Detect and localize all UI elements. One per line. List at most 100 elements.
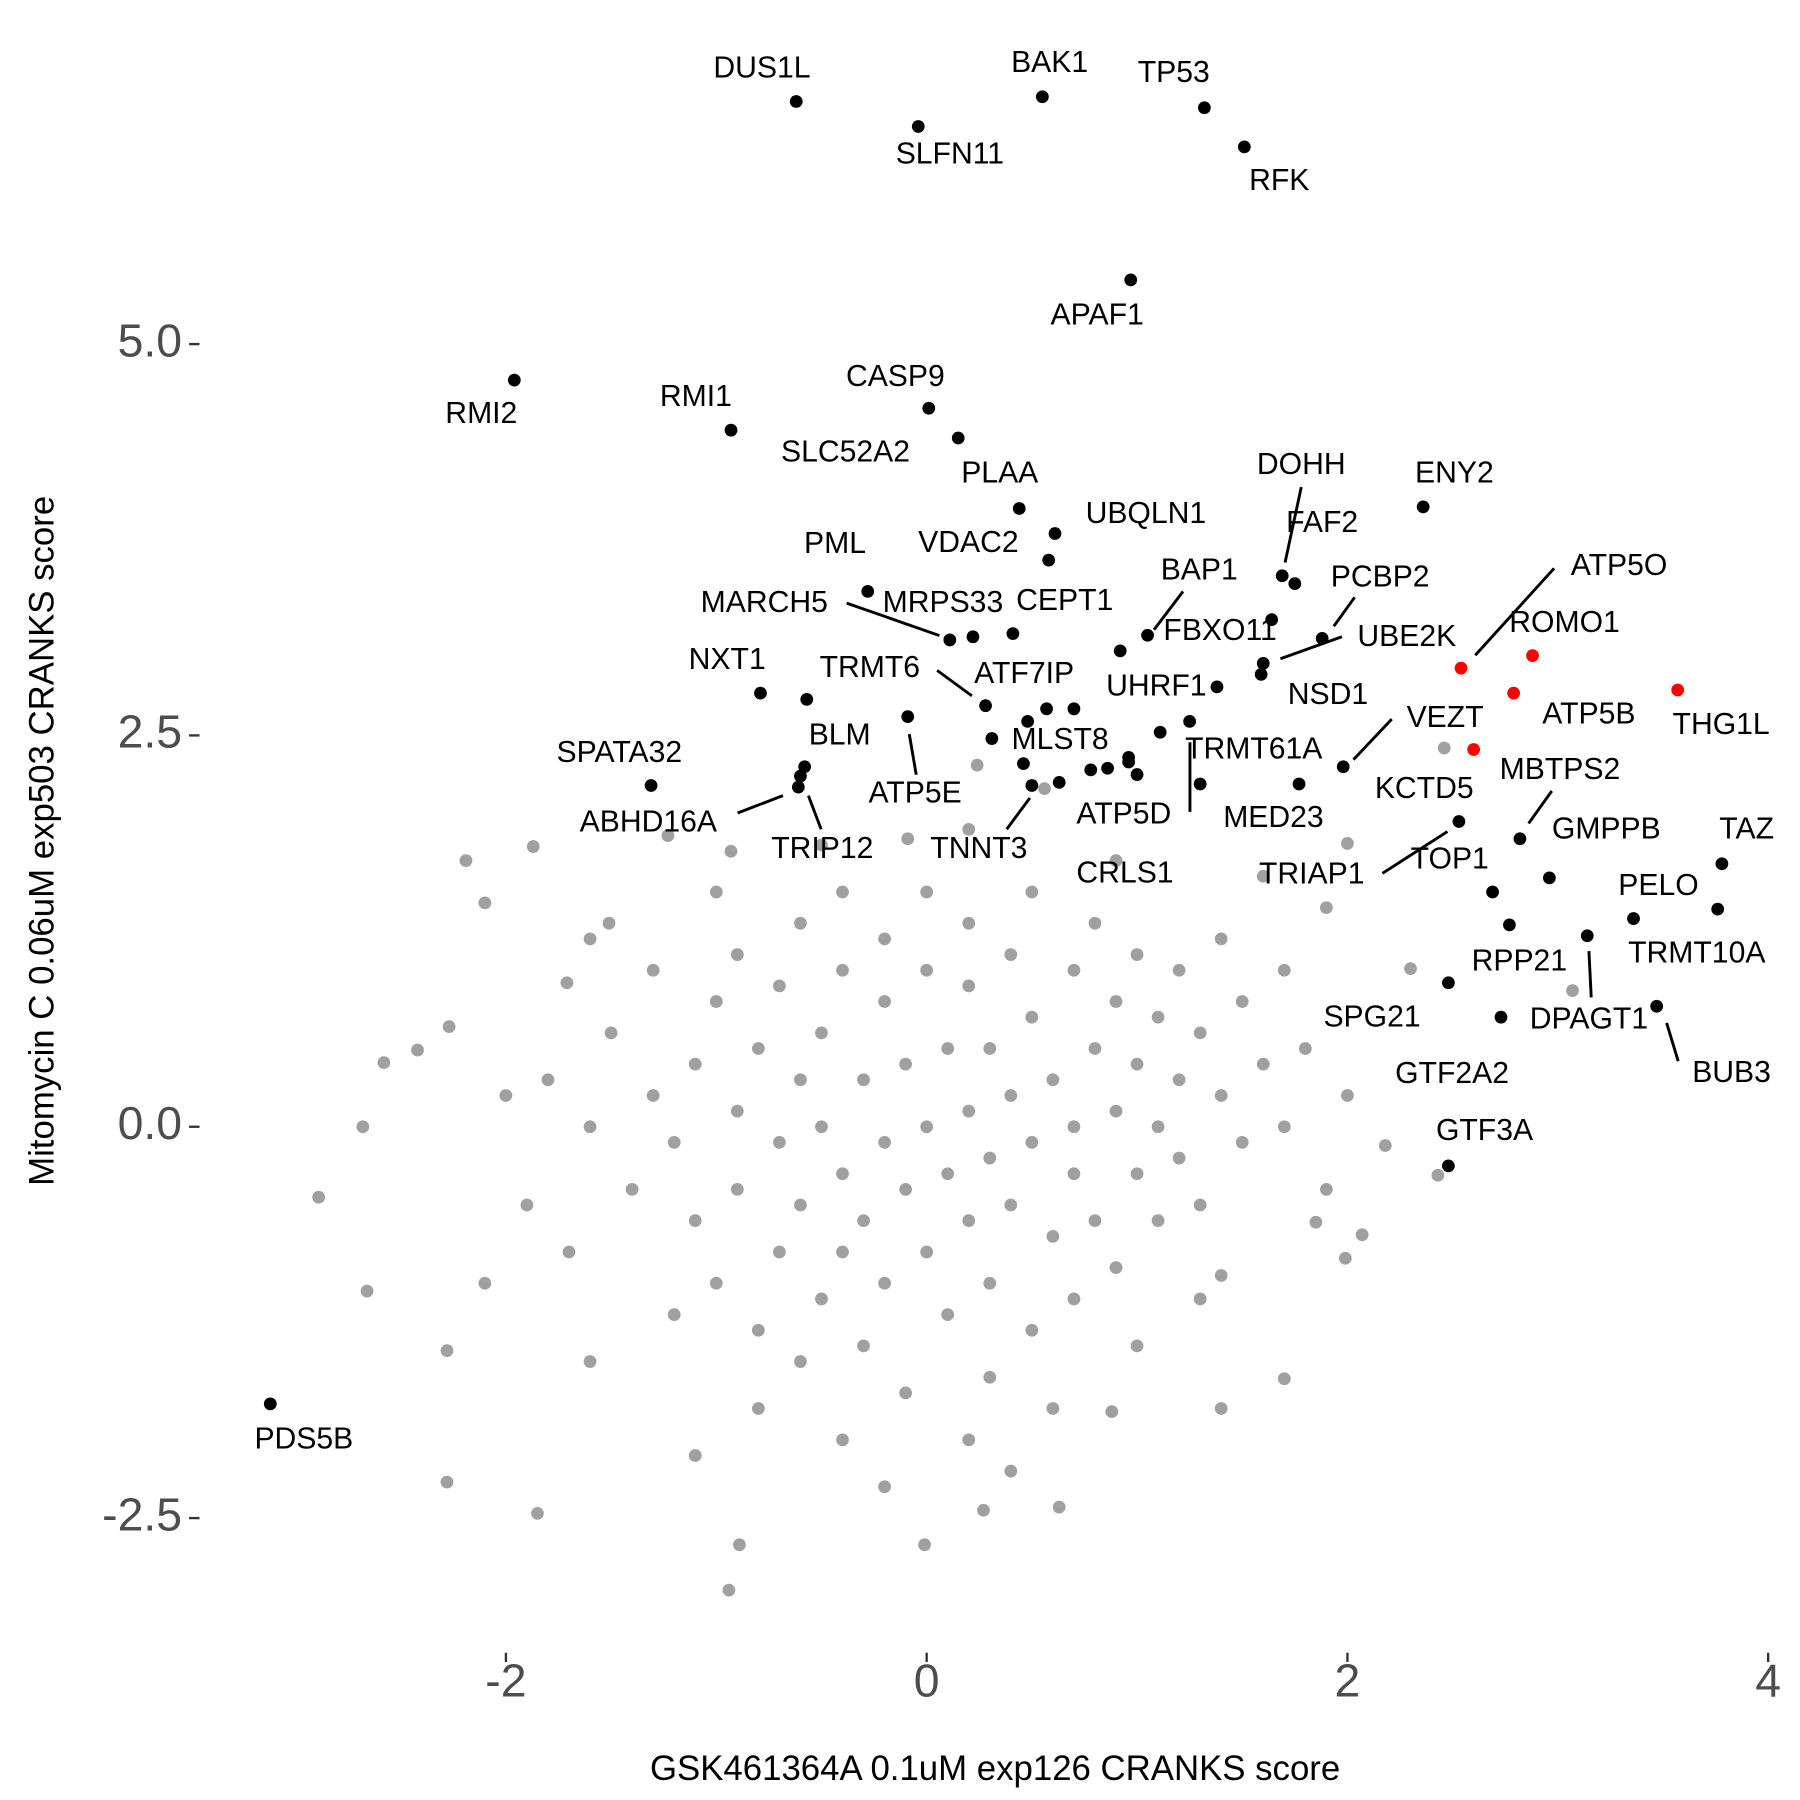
point <box>531 1507 544 1520</box>
point-label: CEPT1 <box>1016 584 1113 617</box>
point-label: ATP5B <box>1542 698 1635 731</box>
point-label: TRIP12 <box>771 832 873 865</box>
point <box>1067 1292 1081 1306</box>
point <box>1088 916 1102 930</box>
point-label: SPG21 <box>1323 1000 1420 1033</box>
point <box>983 1042 997 1055</box>
point <box>1109 995 1123 1008</box>
point <box>1025 1010 1039 1024</box>
point <box>1454 661 1468 675</box>
point <box>1627 912 1640 925</box>
point <box>644 779 658 792</box>
point <box>499 1089 513 1102</box>
point-label: PCBP2 <box>1331 561 1430 594</box>
point-label: RPP21 <box>1472 945 1568 978</box>
x-tick-label: 4 <box>1755 1654 1781 1706</box>
leader-line <box>807 795 823 830</box>
point <box>1507 686 1520 700</box>
point <box>646 1089 660 1102</box>
point <box>1566 984 1579 997</box>
point <box>1526 649 1539 662</box>
point <box>1193 1292 1207 1306</box>
point <box>667 1308 681 1321</box>
point-label: KCTD5 <box>1375 772 1474 805</box>
point-label: GTF3A <box>1436 1114 1534 1147</box>
point <box>604 1026 618 1040</box>
point-label: THG1L <box>1673 708 1770 741</box>
point <box>878 1136 891 1149</box>
point <box>1130 948 1144 961</box>
point <box>794 1198 807 1212</box>
point <box>1040 702 1053 716</box>
point <box>688 1214 702 1228</box>
point <box>1580 929 1594 943</box>
point <box>751 1323 765 1337</box>
point <box>789 95 803 108</box>
point <box>1235 1136 1249 1149</box>
point-label: RMI1 <box>660 380 732 413</box>
point <box>1042 553 1056 567</box>
point <box>1214 1269 1228 1282</box>
point <box>878 995 891 1008</box>
point-label: TAZ <box>1719 812 1774 845</box>
point <box>1067 1120 1081 1134</box>
point-label: RFK <box>1249 164 1309 197</box>
point-label: PDS5B <box>254 1422 353 1455</box>
leader-line <box>1352 718 1393 761</box>
point <box>1503 918 1516 932</box>
point-label: VDAC2 <box>918 526 1019 559</box>
point <box>1275 569 1289 583</box>
point <box>440 1475 454 1489</box>
point <box>800 693 814 706</box>
point <box>709 1276 723 1290</box>
point-label: TRIAP1 <box>1259 858 1365 891</box>
point <box>1437 741 1451 755</box>
point <box>1256 869 1270 883</box>
point <box>1256 1057 1270 1071</box>
point <box>1084 763 1098 777</box>
point <box>918 1538 931 1552</box>
point <box>815 1026 828 1040</box>
point <box>836 963 849 977</box>
leader-line <box>737 794 784 815</box>
point <box>1237 140 1251 154</box>
point <box>962 1104 976 1118</box>
point <box>625 1182 639 1196</box>
point <box>1193 1026 1207 1040</box>
point <box>1288 577 1302 590</box>
point-label: PELO <box>1618 869 1698 902</box>
point <box>730 1182 744 1196</box>
point-label: UHRF1 <box>1106 670 1206 703</box>
point <box>1025 1323 1039 1337</box>
point <box>1021 714 1035 728</box>
point <box>709 885 723 899</box>
point <box>1052 776 1066 789</box>
point <box>730 1104 744 1118</box>
point <box>478 1276 492 1290</box>
point <box>1715 857 1729 871</box>
point <box>442 1020 456 1033</box>
point <box>724 844 738 858</box>
point-label: CRLS1 <box>1076 856 1173 889</box>
point <box>1109 1261 1123 1275</box>
point <box>1256 657 1270 670</box>
point <box>836 885 849 899</box>
point-label: BUB3 <box>1692 1056 1771 1089</box>
point-label: UBQLN1 <box>1086 497 1207 530</box>
point <box>1046 1402 1060 1415</box>
point <box>377 1056 391 1069</box>
point <box>1277 963 1291 977</box>
y-tick-label: -2.5 <box>102 1488 182 1540</box>
point <box>943 633 957 647</box>
point-label: BLM <box>809 718 871 751</box>
point <box>878 1276 891 1290</box>
point-label: DPAGT1 <box>1530 1003 1648 1036</box>
point <box>459 854 473 868</box>
point <box>794 769 807 783</box>
point <box>1046 1073 1060 1087</box>
point <box>1338 1251 1352 1265</box>
point <box>983 1276 997 1290</box>
point <box>979 699 992 713</box>
y-tick-label: 2.5 <box>118 706 182 758</box>
point <box>1151 1010 1165 1024</box>
